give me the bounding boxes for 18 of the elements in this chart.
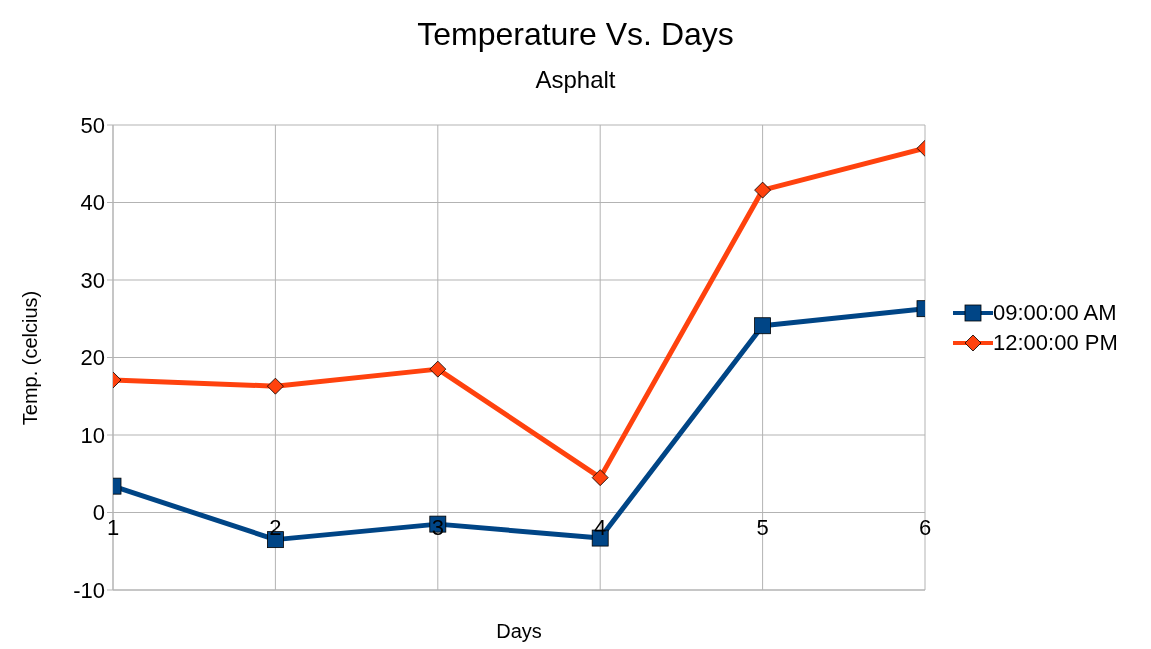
y-tick-label: 30 bbox=[80, 267, 105, 293]
y-tick-label: 20 bbox=[80, 345, 105, 371]
point bbox=[429, 360, 447, 378]
chart-title: Temperature Vs. Days bbox=[416, 16, 735, 53]
x-tick-label: 5 bbox=[756, 514, 769, 540]
point bbox=[591, 469, 609, 487]
y-axis-title: Temp. (celcius) bbox=[18, 290, 42, 425]
y-tick-label: 50 bbox=[80, 112, 105, 138]
y-tick-label: 40 bbox=[80, 190, 105, 216]
x-axis-title: Days bbox=[495, 620, 543, 643]
x-tick-label: 1 bbox=[106, 514, 120, 540]
x-tick-label: 6 bbox=[918, 514, 932, 540]
legend-label: 12:00:00 PM bbox=[993, 330, 1118, 356]
y-tick-label: 0 bbox=[92, 500, 105, 526]
chart-subtitle: Asphalt bbox=[534, 66, 617, 94]
y-tick-label: 10 bbox=[80, 422, 105, 448]
legend-label: 09:00:00 AM bbox=[993, 300, 1117, 326]
y-tick-label: -10 bbox=[73, 577, 105, 603]
